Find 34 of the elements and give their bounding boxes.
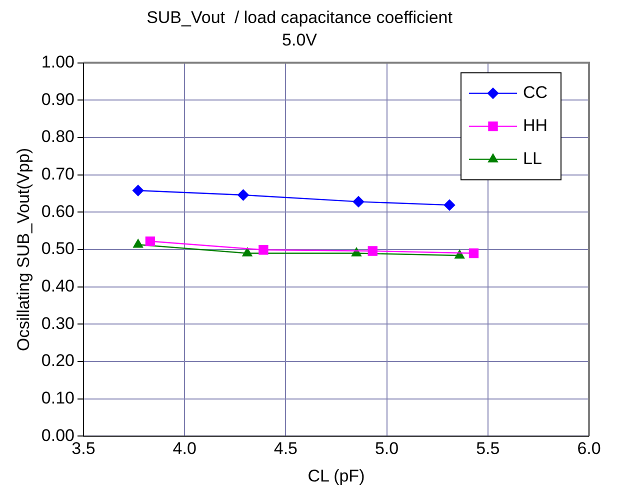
- y-tick-label: 0.50: [41, 239, 74, 258]
- point: [368, 246, 378, 256]
- point: [238, 189, 249, 201]
- y-tick-label: 0.60: [41, 202, 74, 221]
- y-tick-label: 0.70: [41, 164, 74, 184]
- y-tick-label: 1.00: [41, 52, 74, 72]
- point: [444, 199, 456, 211]
- y-tick-label: 0.10: [41, 388, 74, 408]
- x-tick-label: 3.5: [72, 439, 96, 458]
- x-tick-label: 5.0: [374, 439, 399, 458]
- point: [132, 184, 144, 196]
- point: [258, 245, 268, 255]
- y-tick-label: 0.80: [41, 127, 74, 146]
- point: [468, 248, 479, 258]
- chart-subtitle: 5.0V: [282, 30, 318, 50]
- x-tick-label: 4.0: [172, 439, 196, 458]
- x-tick-label: 4.5: [274, 439, 298, 458]
- legend-label: HH: [523, 116, 548, 135]
- y-tick-label: 0.20: [41, 351, 74, 370]
- y-tick-label: 0.40: [41, 276, 74, 296]
- x-tick-label: 5.5: [476, 439, 500, 458]
- x-tick-label: 6.0: [577, 439, 601, 458]
- point: [454, 250, 465, 259]
- chart-title: SUB_Vout / load capacitance coefficient: [146, 8, 453, 27]
- y-axis-title: Ocsillating SUB_Vout(Vpp): [14, 148, 33, 352]
- y-tick-label: 0.30: [41, 314, 74, 333]
- point: [133, 239, 144, 248]
- point: [352, 196, 364, 208]
- point: [242, 248, 252, 256]
- legend-label: CC: [523, 82, 548, 102]
- legend-label: LL: [523, 148, 542, 168]
- point: [145, 236, 156, 246]
- y-tick-label: 0.90: [41, 90, 74, 109]
- x-axis-title: CL (pF): [308, 466, 365, 486]
